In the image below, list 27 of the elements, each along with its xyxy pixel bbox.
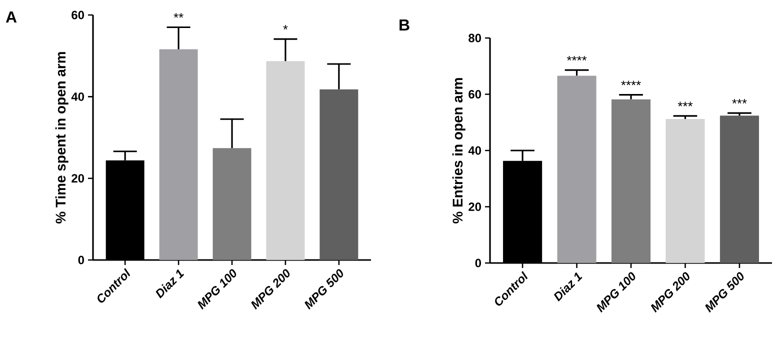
- bar: [159, 49, 198, 260]
- y-tick-label: 60: [72, 10, 84, 20]
- y-tick-label: 40: [71, 92, 84, 101]
- y-tick-label: 20: [72, 174, 84, 183]
- y-tick-label: 20: [468, 202, 481, 211]
- chart-title: A: [6, 12, 17, 22]
- y-tick-label: 80: [468, 34, 481, 42]
- annotation: ***: [732, 98, 747, 104]
- bar: [720, 116, 759, 263]
- y-tick-label: 0: [78, 256, 84, 264]
- bar: [266, 61, 305, 260]
- bar: [611, 99, 651, 263]
- y-tick-label: 0: [475, 258, 481, 268]
- annotation: ****: [621, 80, 641, 86]
- annotation: **: [174, 13, 184, 18]
- annotation: *: [283, 24, 288, 30]
- y-axis-title: % Entries in open arm: [452, 78, 466, 224]
- bar: [212, 148, 252, 260]
- annotation: ****: [566, 56, 587, 61]
- bar: [320, 89, 358, 260]
- annotation: ***: [678, 102, 693, 106]
- chart-title: B: [400, 20, 410, 30]
- bar: [666, 119, 705, 263]
- y-axis-title: % Time spent in open arm: [55, 52, 68, 224]
- y-tick-label: 60: [468, 90, 481, 98]
- y-tick-label: 40: [468, 146, 481, 155]
- bar: [557, 76, 596, 263]
